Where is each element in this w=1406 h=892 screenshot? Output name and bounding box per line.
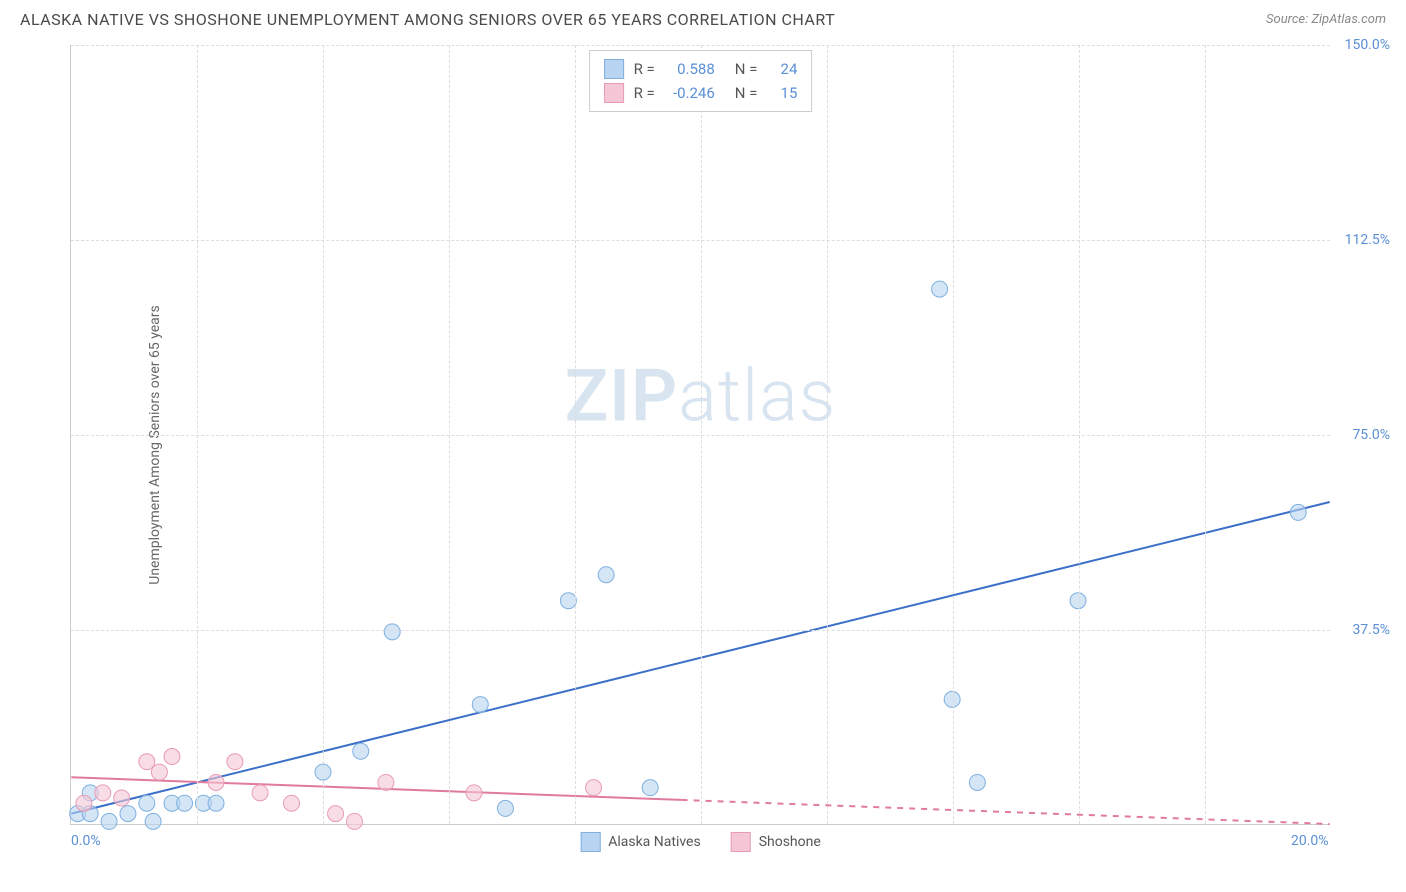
- data-point: [969, 774, 985, 790]
- data-point: [164, 748, 180, 764]
- chart-container: Unemployment Among Seniors over 65 years…: [50, 45, 1390, 845]
- r-value: 0.588: [665, 60, 715, 78]
- x-tick-label: 20.0%: [1291, 833, 1329, 849]
- data-point: [598, 567, 614, 583]
- data-point: [139, 795, 155, 811]
- data-point: [114, 790, 130, 806]
- grid-line-vertical: [575, 45, 576, 824]
- legend-stats-row: R = -0.246 N = 15: [604, 81, 798, 105]
- grid-line-vertical: [449, 45, 450, 824]
- data-point: [932, 281, 948, 297]
- legend-swatch: [604, 83, 624, 103]
- data-point: [1290, 504, 1306, 520]
- grid-line-vertical: [197, 45, 198, 824]
- data-point: [472, 697, 488, 713]
- grid-line-vertical: [827, 45, 828, 824]
- grid-line-vertical: [1205, 45, 1206, 824]
- data-point: [208, 795, 224, 811]
- source-label: Source:: [1266, 12, 1308, 27]
- data-point: [120, 806, 136, 822]
- chart-header: ALASKA NATIVE VS SHOSHONE UNEMPLOYMENT A…: [0, 0, 1406, 34]
- grid-line-vertical: [953, 45, 954, 824]
- r-label: R =: [634, 84, 655, 102]
- n-value: 15: [767, 84, 797, 102]
- grid-line-vertical: [701, 45, 702, 824]
- data-point: [346, 813, 362, 829]
- data-point: [208, 774, 224, 790]
- source-name: ZipAtlas.com: [1311, 12, 1386, 27]
- y-tick-label: 75.0%: [1335, 427, 1390, 443]
- n-label: N =: [735, 60, 758, 78]
- data-point: [497, 800, 513, 816]
- y-tick-label: 112.5%: [1335, 232, 1390, 248]
- y-tick-label: 150.0%: [1335, 37, 1390, 53]
- data-point: [642, 780, 658, 796]
- plot-area: ZIPatlas R =0.588N =24R =-0.246N =15 Ala…: [70, 45, 1330, 825]
- legend-swatch: [604, 59, 624, 79]
- legend-stats-row: R = 0.588 N = 24: [604, 57, 798, 81]
- legend-series-label: Shoshone: [759, 834, 821, 850]
- legend-series-label: Alaska Natives: [608, 834, 701, 850]
- n-label: N =: [735, 84, 758, 102]
- data-point: [76, 795, 92, 811]
- y-tick-label: 37.5%: [1335, 622, 1390, 638]
- trend-line-extrapolated: [682, 800, 1330, 824]
- data-point: [101, 813, 117, 829]
- legend-swatch: [580, 832, 600, 852]
- legend-stats-box: R = 0.588 N = 24 R = -0.246 N = 15: [589, 50, 813, 112]
- data-point: [328, 806, 344, 822]
- data-point: [466, 785, 482, 801]
- data-point: [145, 813, 161, 829]
- source-attribution: Source: ZipAtlas.com: [1266, 12, 1386, 27]
- data-point: [284, 795, 300, 811]
- data-point: [384, 624, 400, 640]
- legend-series-item: Shoshone: [731, 832, 821, 852]
- data-point: [227, 754, 243, 770]
- x-tick-label: 0.0%: [71, 833, 101, 849]
- r-value: -0.246: [665, 84, 715, 102]
- data-point: [586, 780, 602, 796]
- n-value: 24: [767, 60, 797, 78]
- legend-series-item: Alaska Natives: [580, 832, 701, 852]
- data-point: [560, 593, 576, 609]
- data-point: [252, 785, 268, 801]
- legend-series: Alaska Natives Shoshone: [580, 832, 821, 852]
- data-point: [1070, 593, 1086, 609]
- data-point: [151, 764, 167, 780]
- chart-title: ALASKA NATIVE VS SHOSHONE UNEMPLOYMENT A…: [20, 10, 835, 29]
- r-label: R =: [634, 60, 655, 78]
- data-point: [378, 774, 394, 790]
- data-point: [177, 795, 193, 811]
- grid-line-vertical: [1079, 45, 1080, 824]
- grid-line-vertical: [323, 45, 324, 824]
- data-point: [353, 743, 369, 759]
- legend-swatch: [731, 832, 751, 852]
- data-point: [95, 785, 111, 801]
